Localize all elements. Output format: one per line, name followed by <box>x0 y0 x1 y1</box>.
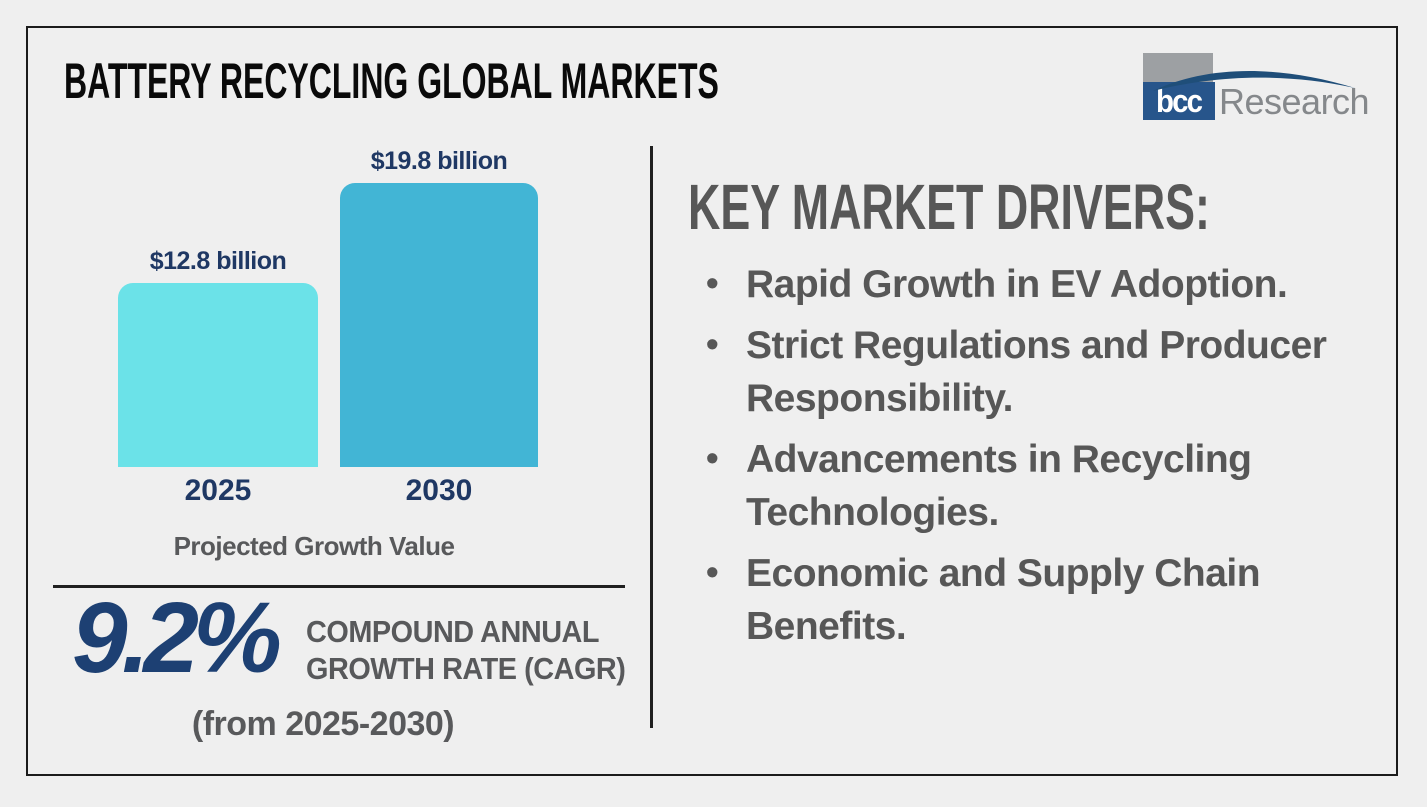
driver-text-3: Advancements in Recycling Technologies. <box>746 438 1252 534</box>
chart-title: Projected Growth Value <box>173 531 455 561</box>
bar-2030 <box>340 183 538 467</box>
border-frame <box>26 26 1398 776</box>
cagr-value: 9.2% <box>72 582 282 694</box>
bullet-icon: • <box>706 323 719 364</box>
bcc-research-logo: bcc Research <box>1143 53 1403 123</box>
bar-value-label-2025: $12.8 billion <box>149 247 287 275</box>
cagr-label: COMPOUND ANNUAL GROWTH RATE (CAGR) <box>306 613 626 687</box>
logo-blue-block: bcc <box>1143 82 1215 120</box>
page-title: BATTERY RECYCLING GLOBAL MARKETS <box>64 53 719 109</box>
driver-text-2: Strict Regulations and Producer Responsi… <box>746 324 1327 420</box>
driver-item-4: • Economic and Supply Chain Benefits. <box>700 547 1372 653</box>
driver-item-1: • Rapid Growth in EV Adoption. <box>700 258 1372 311</box>
driver-item-2: • Strict Regulations and Producer Respon… <box>700 319 1372 425</box>
drivers-list: • Rapid Growth in EV Adoption. • Strict … <box>700 258 1372 661</box>
cagr-label-line2: GROWTH RATE (CAGR) <box>306 651 626 686</box>
bullet-icon: • <box>706 262 719 303</box>
drivers-heading: KEY MARKET DRIVERS: <box>688 171 1210 243</box>
cagr-period: (from 2025-2030) <box>191 705 455 743</box>
x-tick-2030: 2030 <box>405 474 473 507</box>
driver-item-3: • Advancements in Recycling Technologies… <box>700 433 1372 539</box>
x-tick-2025: 2025 <box>184 474 252 507</box>
driver-text-4: Economic and Supply Chain Benefits. <box>746 552 1261 648</box>
cagr-label-line1: COMPOUND ANNUAL <box>306 614 600 649</box>
bullet-icon: • <box>706 551 719 592</box>
bullet-icon: • <box>706 437 719 478</box>
logo-bcc-text: bcc <box>1156 83 1203 119</box>
horizontal-divider <box>53 585 625 588</box>
logo-research-text: Research <box>1219 81 1370 122</box>
bar-2025 <box>118 283 318 467</box>
vertical-divider <box>650 146 653 728</box>
driver-text-1: Rapid Growth in EV Adoption. <box>746 263 1288 306</box>
bar-value-label-2030: $19.8 billion <box>370 147 508 175</box>
logo-swoosh-icon <box>1153 71 1355 91</box>
